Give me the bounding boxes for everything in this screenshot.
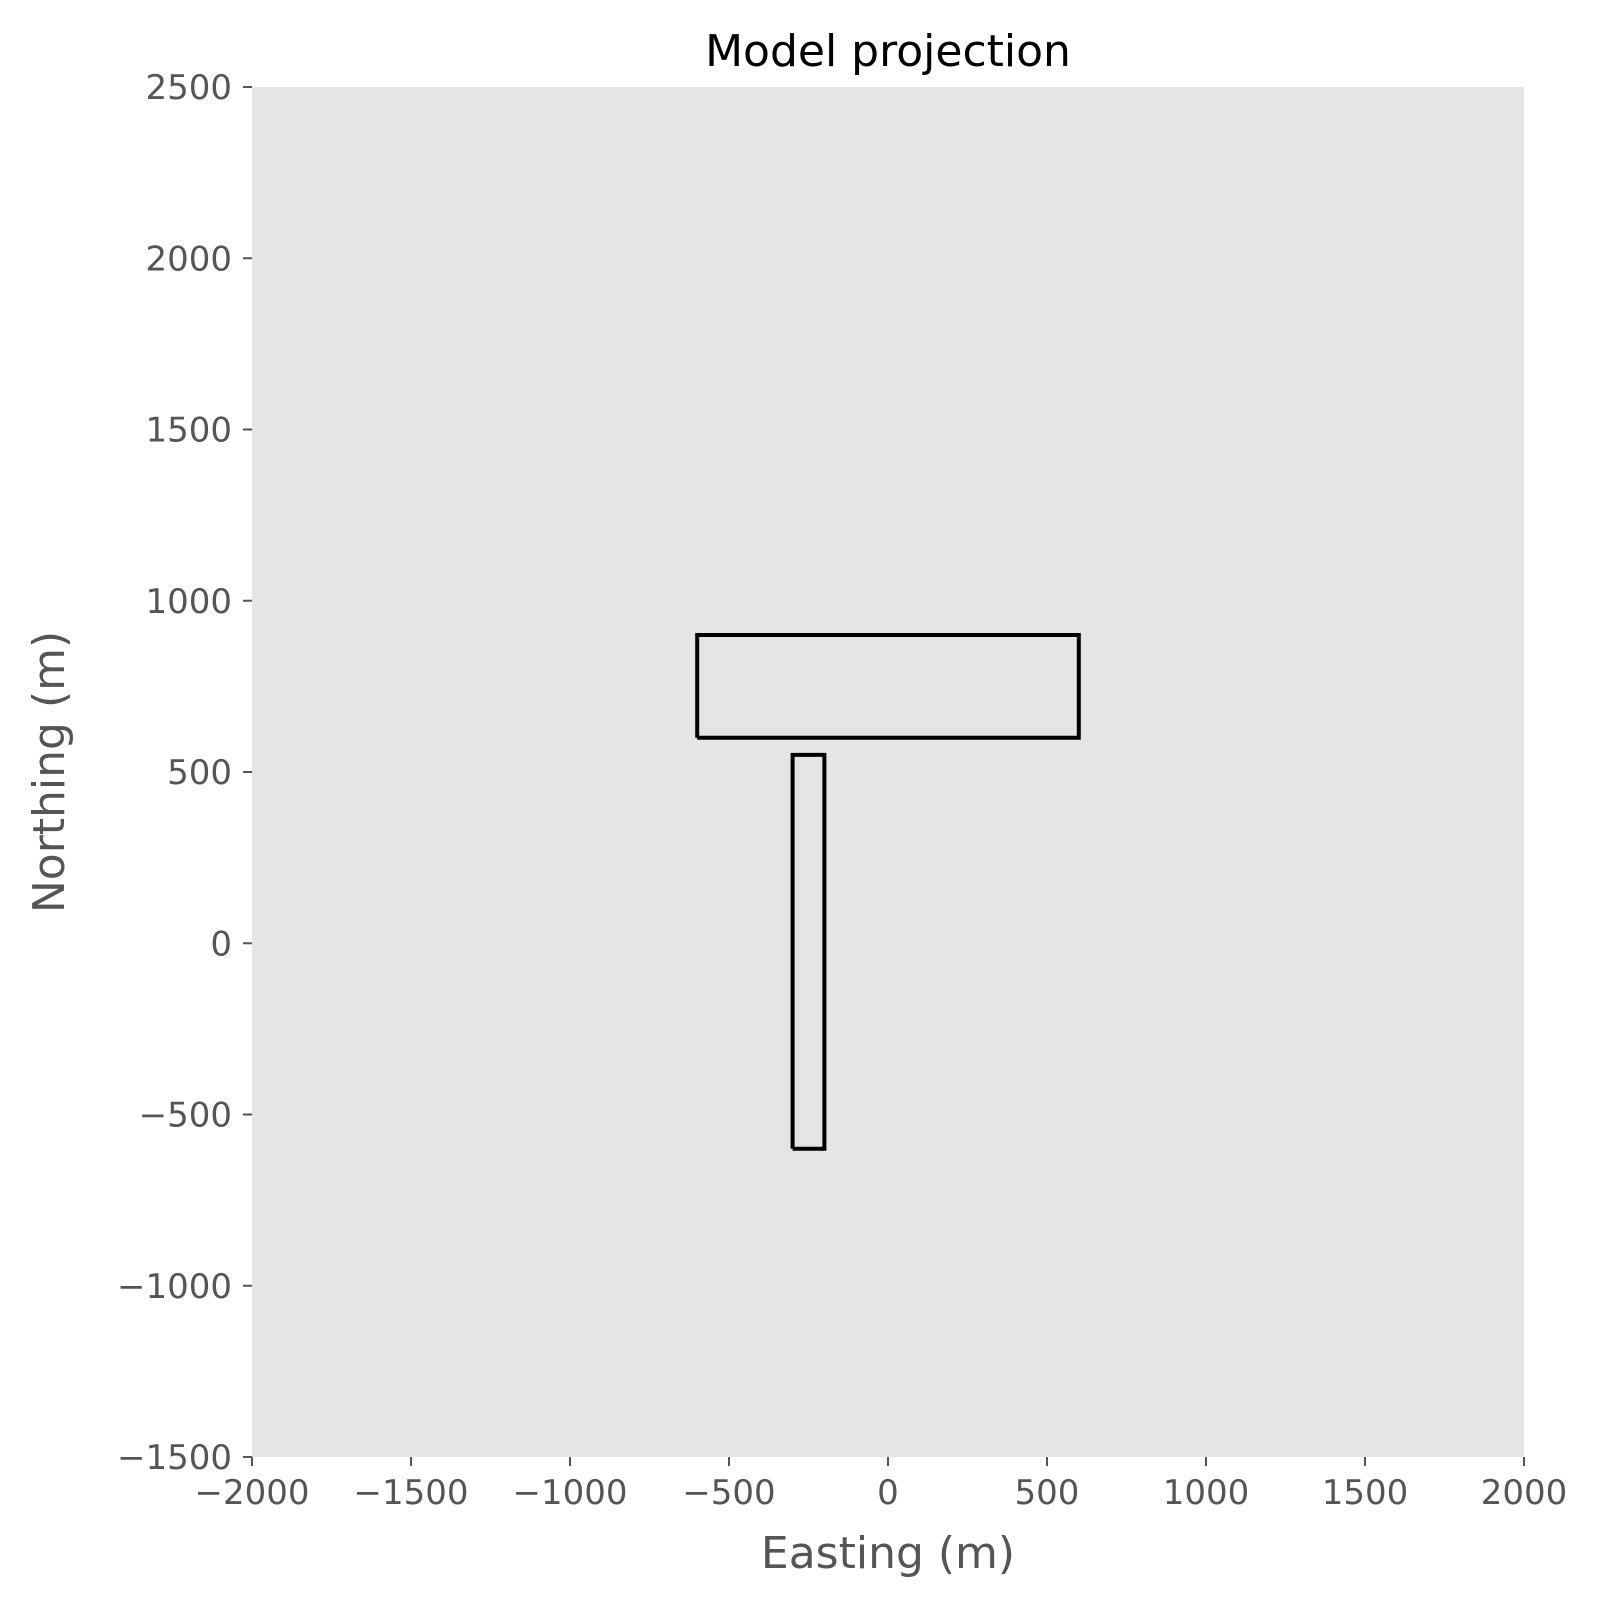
y-tick-label: −1000 xyxy=(117,1267,232,1307)
y-tick-label: 1500 xyxy=(145,411,232,451)
y-tick-label: 1000 xyxy=(145,582,232,622)
x-axis-label: Easting (m) xyxy=(761,1528,1015,1579)
y-tick-label: 0 xyxy=(210,924,232,964)
x-tick-label: −1000 xyxy=(512,1473,627,1513)
y-tick-label: 500 xyxy=(167,753,232,793)
x-axis: −2000 −1500 −1000 −500 0 500 1000 1500 2000 xyxy=(194,1457,1567,1513)
x-tick-label: 2000 xyxy=(1481,1473,1568,1513)
chart-title: Model projection xyxy=(705,26,1071,77)
x-tick-label: 1500 xyxy=(1322,1473,1409,1513)
series-layer xyxy=(695,633,1081,1151)
series-outline-1 xyxy=(695,633,1081,740)
y-tick-label: −1500 xyxy=(117,1438,232,1478)
x-tick-label: −2000 xyxy=(194,1473,309,1513)
y-tick-label: 2000 xyxy=(145,239,232,279)
x-tick-label: 500 xyxy=(1015,1473,1080,1513)
y-tick-label: −500 xyxy=(139,1096,232,1136)
series-outline-2 xyxy=(790,752,827,1151)
x-tick-label: 1000 xyxy=(1163,1473,1250,1513)
x-tick-label: −1500 xyxy=(353,1473,468,1513)
y-tick-label: 2500 xyxy=(145,68,232,108)
x-tick-label: 0 xyxy=(877,1473,899,1513)
y-axis: −1500 −1000 −500 0 500 1000 1500 2000 2500 xyxy=(117,68,252,1478)
y-axis-label: Northing (m) xyxy=(24,631,75,913)
plot-area xyxy=(252,87,1524,1457)
x-tick-label: −500 xyxy=(682,1473,775,1513)
